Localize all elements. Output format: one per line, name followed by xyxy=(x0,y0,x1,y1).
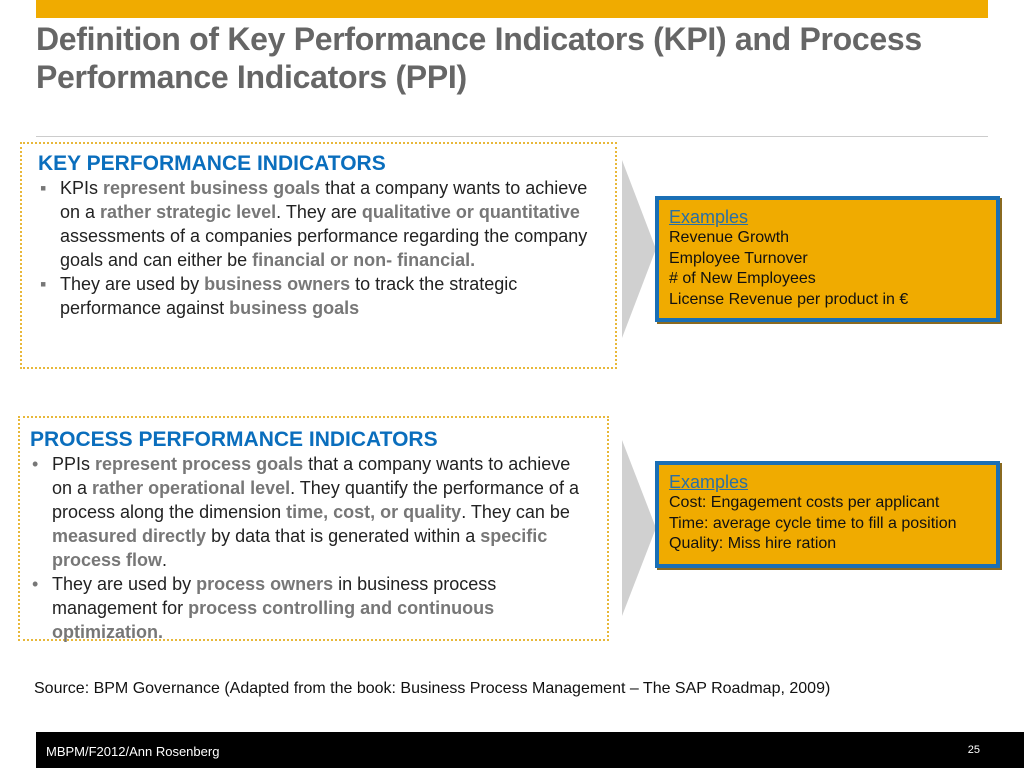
kpi-example: # of New Employees xyxy=(669,270,816,287)
footer-author: MBPM/F2012/Ann Rosenberg xyxy=(46,744,220,759)
ppi-bullet-item: • PPIs represent process goals that a com… xyxy=(30,452,591,572)
kpi-examples-heading: Examples xyxy=(669,207,749,227)
bullet-icon: • xyxy=(32,574,39,594)
kpi-heading: KEY PERFORMANCE INDICATORS xyxy=(38,152,386,175)
chevron-arrow-icon xyxy=(622,160,656,338)
highlighted-text: rather strategic level xyxy=(100,202,277,222)
body-text: . They quantify the performance of a pro… xyxy=(52,478,579,522)
page-title: Definition of Key Performance Indicators… xyxy=(36,21,922,95)
kpi-examples-box: Examples Revenue Growth Employee Turnove… xyxy=(655,196,1000,322)
body-text: to track the strategic performance again… xyxy=(60,274,518,318)
highlighted-text: represent business goals xyxy=(103,178,321,198)
kpi-bullet-item: ▪ They are used by business owners to tra… xyxy=(38,272,595,320)
kpi-bullets: ▪ KPIs represent business goals that a co… xyxy=(38,176,595,320)
ppi-example: Cost: Engagement costs per applicant xyxy=(669,494,940,511)
ppi-bullets: • PPIs represent process goals that a com… xyxy=(30,452,591,644)
highlighted-text: measured directly xyxy=(52,526,207,546)
ppi-definition-box: PROCESS PERFORMANCE INDICATORS • PPIs rep… xyxy=(18,416,609,644)
ppi-examples-box: Examples Cost: Engagement costs per appl… xyxy=(655,461,1000,568)
highlighted-text: qualitative or quantitative xyxy=(361,202,580,222)
ppi-example: Time: average cycle time to fill a posit… xyxy=(669,514,957,532)
highlighted-text: financial or non- financial xyxy=(252,250,471,270)
body-text: They are used by xyxy=(60,274,205,294)
body-text: . They are xyxy=(276,202,362,222)
body-text: by data that is generated within a xyxy=(206,526,481,546)
body-text: . They can be xyxy=(461,502,570,522)
kpi-example: License Revenue per product in € xyxy=(669,290,909,308)
body-text: . xyxy=(162,550,168,570)
bullet-icon: ▪ xyxy=(40,274,47,294)
body-text: assessments of a companies performance r… xyxy=(60,226,588,270)
ppi-examples-heading: Examples xyxy=(669,472,749,492)
bullet-icon: • xyxy=(32,454,39,474)
page-number: 25 xyxy=(967,744,980,756)
highlighted-text: business owners xyxy=(204,274,351,294)
kpi-definition-box: KEY PERFORMANCE INDICATORS ▪ KPIs represe… xyxy=(20,142,617,369)
chevron-arrow-icon xyxy=(622,440,656,616)
body-text: KPIs xyxy=(60,178,104,198)
ppi-example: Quality: Miss hire ration xyxy=(669,535,837,552)
footer-bar: MBPM/F2012/Ann Rosenberg 25 xyxy=(36,732,1024,768)
highlighted-text: process controlling and continuous optim… xyxy=(52,598,495,642)
body-text: in business process management for xyxy=(52,574,497,618)
kpi-bullet-item: ▪ KPIs represent business goals that a co… xyxy=(38,176,595,272)
body-text: that a company wants to achieve on a xyxy=(60,178,588,222)
title-divider xyxy=(36,136,988,137)
highlighted-text: specific process flow xyxy=(52,526,548,570)
highlighted-text: business goals xyxy=(229,298,360,318)
source-citation: Source: BPM Governance (Adapted from the… xyxy=(34,680,831,697)
body-text: that a company wants to achieve on a xyxy=(52,454,571,498)
kpi-example: Employee Turnover xyxy=(669,249,808,267)
body-text: They are used by xyxy=(52,574,197,594)
ppi-bullet-item: • They are used by process owners in busi… xyxy=(30,572,591,644)
highlighted-text: process owners xyxy=(196,574,334,594)
bullet-icon: ▪ xyxy=(40,178,47,198)
ppi-heading: PROCESS PERFORMANCE INDICATORS xyxy=(30,428,438,451)
highlighted-text: rather operational level xyxy=(92,478,291,498)
highlighted-text: represent process goals xyxy=(95,454,304,474)
top-accent-bar xyxy=(36,0,988,18)
highlighted-text: time, cost, or quality xyxy=(286,502,462,522)
highlighted-text: . xyxy=(470,250,476,270)
body-text: PPIs xyxy=(52,454,96,474)
kpi-example: Revenue Growth xyxy=(669,229,790,246)
